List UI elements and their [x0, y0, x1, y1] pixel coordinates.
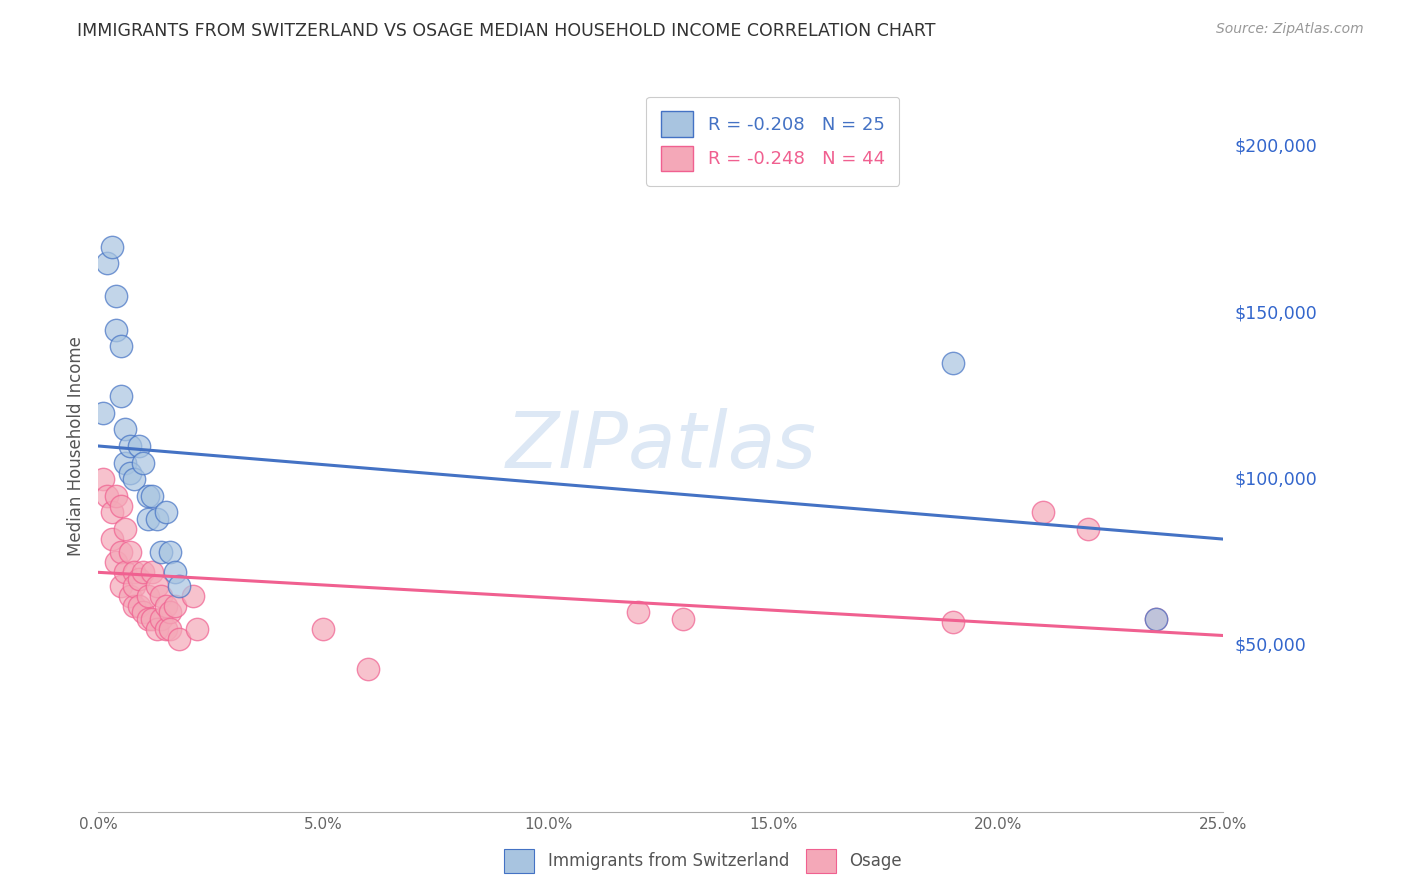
Osage — [181, 589, 204, 603]
Immigrants from Switzerland — [132, 456, 155, 470]
Osage — [155, 599, 177, 613]
Osage — [627, 605, 650, 619]
Osage — [146, 622, 169, 636]
Osage — [155, 622, 177, 636]
Osage — [114, 522, 136, 536]
Text: ZIPatlas: ZIPatlas — [505, 408, 817, 484]
Immigrants from Switzerland — [169, 579, 191, 593]
Osage — [132, 605, 155, 619]
Immigrants from Switzerland — [146, 512, 169, 526]
Immigrants from Switzerland — [118, 466, 141, 480]
Osage — [110, 499, 132, 513]
Immigrants from Switzerland — [114, 422, 136, 436]
Osage — [118, 545, 141, 559]
Osage — [96, 489, 118, 503]
Osage — [1032, 506, 1054, 520]
Immigrants from Switzerland — [1144, 612, 1167, 626]
Immigrants from Switzerland — [155, 506, 177, 520]
Text: $100,000: $100,000 — [1234, 470, 1317, 488]
Osage — [141, 612, 163, 626]
Osage — [101, 532, 124, 546]
Text: $50,000: $50,000 — [1234, 637, 1306, 655]
Immigrants from Switzerland — [118, 439, 141, 453]
Osage — [159, 622, 181, 636]
Osage — [128, 599, 150, 613]
Osage — [136, 612, 159, 626]
Osage — [312, 622, 335, 636]
Osage — [672, 612, 695, 626]
Osage — [91, 472, 114, 486]
Immigrants from Switzerland — [150, 545, 173, 559]
Osage — [159, 605, 181, 619]
Immigrants from Switzerland — [101, 239, 124, 253]
Immigrants from Switzerland — [942, 356, 965, 370]
Legend: Immigrants from Switzerland, Osage: Immigrants from Switzerland, Osage — [498, 842, 908, 880]
Immigrants from Switzerland — [159, 545, 181, 559]
Immigrants from Switzerland — [163, 566, 186, 580]
Osage — [132, 566, 155, 580]
Immigrants from Switzerland — [105, 323, 128, 337]
Osage — [163, 599, 186, 613]
Osage — [146, 579, 169, 593]
Immigrants from Switzerland — [110, 389, 132, 403]
Osage — [141, 566, 163, 580]
Immigrants from Switzerland — [124, 472, 146, 486]
Immigrants from Switzerland — [114, 456, 136, 470]
Immigrants from Switzerland — [136, 512, 159, 526]
Immigrants from Switzerland — [136, 489, 159, 503]
Osage — [942, 615, 965, 630]
Osage — [186, 622, 208, 636]
Osage — [150, 589, 173, 603]
Osage — [169, 632, 191, 646]
Osage — [105, 555, 128, 569]
Osage — [101, 506, 124, 520]
Osage — [150, 612, 173, 626]
Osage — [136, 589, 159, 603]
Immigrants from Switzerland — [91, 406, 114, 420]
Osage — [110, 579, 132, 593]
Osage — [128, 572, 150, 586]
Immigrants from Switzerland — [105, 289, 128, 303]
Text: Source: ZipAtlas.com: Source: ZipAtlas.com — [1216, 22, 1364, 37]
Text: IMMIGRANTS FROM SWITZERLAND VS OSAGE MEDIAN HOUSEHOLD INCOME CORRELATION CHART: IMMIGRANTS FROM SWITZERLAND VS OSAGE MED… — [77, 22, 936, 40]
Immigrants from Switzerland — [128, 439, 150, 453]
Osage — [124, 579, 146, 593]
Osage — [124, 566, 146, 580]
Osage — [1144, 612, 1167, 626]
Osage — [357, 662, 380, 676]
Text: $150,000: $150,000 — [1234, 304, 1317, 322]
Osage — [118, 589, 141, 603]
Osage — [1077, 522, 1099, 536]
Text: $200,000: $200,000 — [1234, 137, 1317, 156]
Immigrants from Switzerland — [110, 339, 132, 353]
Osage — [110, 545, 132, 559]
Osage — [105, 489, 128, 503]
Osage — [114, 566, 136, 580]
Immigrants from Switzerland — [96, 256, 118, 270]
Legend: R = -0.208   N = 25, R = -0.248   N = 44: R = -0.208 N = 25, R = -0.248 N = 44 — [647, 96, 900, 186]
Y-axis label: Median Household Income: Median Household Income — [66, 336, 84, 556]
Osage — [124, 599, 146, 613]
Immigrants from Switzerland — [141, 489, 163, 503]
